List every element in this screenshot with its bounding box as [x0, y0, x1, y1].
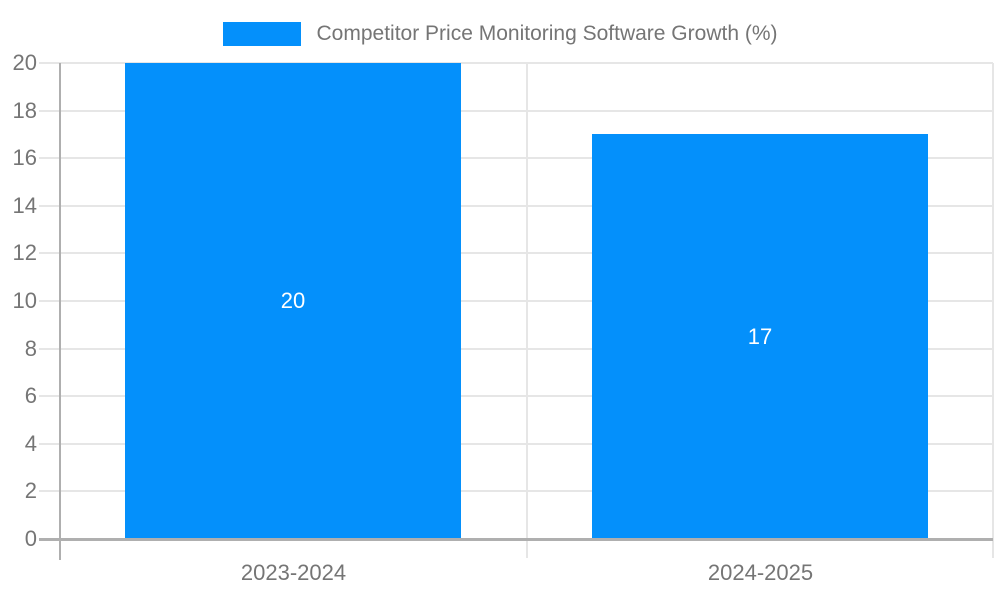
y-tick-label: 14 [12, 193, 37, 218]
gridline [39, 110, 993, 112]
gridline [39, 443, 993, 445]
y-tick-label: 6 [24, 383, 37, 408]
legend-series-label: Competitor Price Monitoring Software Gro… [316, 22, 778, 45]
gridline [39, 62, 993, 64]
plot-right-edge-line [992, 63, 994, 558]
bar-value-label: 17 [747, 324, 773, 349]
y-tick-label: 2 [24, 478, 37, 503]
category-separator-line [526, 63, 528, 558]
gridline [39, 252, 993, 254]
chart-legend: Competitor Price Monitoring Software Gro… [0, 22, 1000, 46]
gridline [39, 157, 993, 159]
y-tick-label: 18 [12, 98, 37, 123]
gridline [39, 300, 993, 302]
y-tick-label: 20 [12, 50, 37, 75]
y-tick-label: 0 [24, 526, 37, 551]
bar-value-label: 20 [280, 288, 306, 313]
x-axis-line [39, 538, 993, 541]
gridline [39, 348, 993, 350]
x-category-label: 2023-2024 [240, 560, 347, 585]
y-tick-label: 10 [12, 288, 37, 313]
y-tick-label: 4 [24, 431, 37, 456]
y-tick-label: 16 [12, 145, 37, 170]
bar-2023-2024: 20 [125, 63, 461, 539]
x-category-label: 2024-2025 [707, 560, 814, 585]
y-tick-label: 8 [24, 336, 37, 361]
legend-swatch [222, 22, 301, 46]
gridline [39, 490, 993, 492]
gridline [39, 205, 993, 207]
gridline [39, 395, 993, 397]
y-axis-line [59, 63, 61, 560]
y-tick-label: 12 [12, 240, 37, 265]
bar-2024-2025: 17 [592, 134, 928, 539]
